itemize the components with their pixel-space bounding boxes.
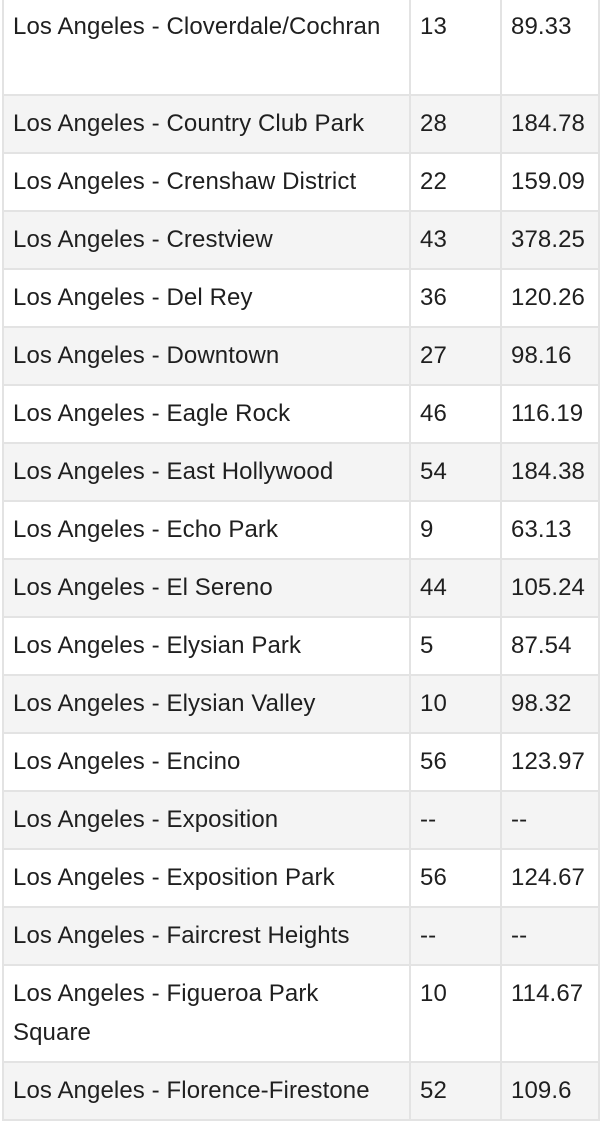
table-row: Los Angeles - Florence-Firestone 52 109.… (2, 1061, 600, 1121)
neighborhood-cell: Los Angeles - Figueroa Park Square (2, 964, 411, 1063)
value-cell: 87.54 (500, 616, 600, 676)
value-cell: 116.19 (500, 384, 600, 444)
neighborhood-cell: Los Angeles - Florence-Firestone (2, 1061, 411, 1121)
neighborhood-cell: Los Angeles - Exposition Park (2, 848, 411, 908)
count-cell: 54 (409, 442, 502, 502)
value-cell: 89.33 (500, 0, 600, 96)
table-row: Los Angeles - Figueroa Park Square 10 11… (2, 964, 600, 1063)
table-row: Los Angeles - Echo Park 9 63.13 (2, 500, 600, 560)
neighborhood-cell: Los Angeles - El Sereno (2, 558, 411, 618)
neighborhood-cell: Los Angeles - East Hollywood (2, 442, 411, 502)
value-cell: 123.97 (500, 732, 600, 792)
table-row: Los Angeles - Country Club Park 28 184.7… (2, 94, 600, 154)
value-cell: 114.67 (500, 964, 600, 1063)
value-cell: 159.09 (500, 152, 600, 212)
count-cell: -- (409, 906, 502, 966)
count-cell: 10 (409, 964, 502, 1063)
value-cell: 184.38 (500, 442, 600, 502)
table-row: Los Angeles - Exposition Park 56 124.67 (2, 848, 600, 908)
value-cell: 109.6 (500, 1061, 600, 1121)
count-cell: 46 (409, 384, 502, 444)
value-cell: 63.13 (500, 500, 600, 560)
neighborhood-cell: Los Angeles - Encino (2, 732, 411, 792)
table-row: Los Angeles - Crestview 43 378.25 (2, 210, 600, 270)
neighborhood-cell: Los Angeles - Crenshaw District (2, 152, 411, 212)
neighborhood-cell: Los Angeles - Downtown (2, 326, 411, 386)
neighborhood-cell: Los Angeles - Faircrest Heights (2, 906, 411, 966)
table-row: Los Angeles - El Sereno 44 105.24 (2, 558, 600, 618)
table-row: Los Angeles - Exposition -- -- (2, 790, 600, 850)
value-cell: 98.16 (500, 326, 600, 386)
count-cell: 5 (409, 616, 502, 676)
count-cell: -- (409, 790, 502, 850)
count-cell: 56 (409, 848, 502, 908)
count-cell: 10 (409, 674, 502, 734)
neighborhood-cell: Los Angeles - Del Rey (2, 268, 411, 328)
table-row: Los Angeles - Del Rey 36 120.26 (2, 268, 600, 328)
value-cell: -- (500, 790, 600, 850)
table-row: Los Angeles - Cloverdale/Cochran 13 89.3… (2, 0, 600, 96)
count-cell: 56 (409, 732, 502, 792)
count-cell: 22 (409, 152, 502, 212)
table-row: Los Angeles - East Hollywood 54 184.38 (2, 442, 600, 502)
neighborhood-cell: Los Angeles - Exposition (2, 790, 411, 850)
table-row: Los Angeles - Encino 56 123.97 (2, 732, 600, 792)
table-row: Los Angeles - Elysian Park 5 87.54 (2, 616, 600, 676)
neighborhood-cell: Los Angeles - Elysian Park (2, 616, 411, 676)
value-cell: 98.32 (500, 674, 600, 734)
count-cell: 28 (409, 94, 502, 154)
value-cell: -- (500, 906, 600, 966)
count-cell: 44 (409, 558, 502, 618)
value-cell: 105.24 (500, 558, 600, 618)
table-row: Los Angeles - Eagle Rock 46 116.19 (2, 384, 600, 444)
neighborhood-cell: Los Angeles - Echo Park (2, 500, 411, 560)
value-cell: 184.78 (500, 94, 600, 154)
table-row: Los Angeles - Downtown 27 98.16 (2, 326, 600, 386)
count-cell: 13 (409, 0, 502, 96)
count-cell: 43 (409, 210, 502, 270)
neighborhood-cell: Los Angeles - Elysian Valley (2, 674, 411, 734)
neighborhood-cell: Los Angeles - Cloverdale/Cochran (2, 0, 411, 96)
count-cell: 52 (409, 1061, 502, 1121)
table-row: Los Angeles - Faircrest Heights -- -- (2, 906, 600, 966)
neighborhood-cell: Los Angeles - Country Club Park (2, 94, 411, 154)
neighborhood-cell: Los Angeles - Eagle Rock (2, 384, 411, 444)
table-row: Los Angeles - Crenshaw District 22 159.0… (2, 152, 600, 212)
neighborhood-cell: Los Angeles - Crestview (2, 210, 411, 270)
value-cell: 124.67 (500, 848, 600, 908)
count-cell: 9 (409, 500, 502, 560)
value-cell: 120.26 (500, 268, 600, 328)
table-row: Los Angeles - Elysian Valley 10 98.32 (2, 674, 600, 734)
count-cell: 27 (409, 326, 502, 386)
count-cell: 36 (409, 268, 502, 328)
value-cell: 378.25 (500, 210, 600, 270)
